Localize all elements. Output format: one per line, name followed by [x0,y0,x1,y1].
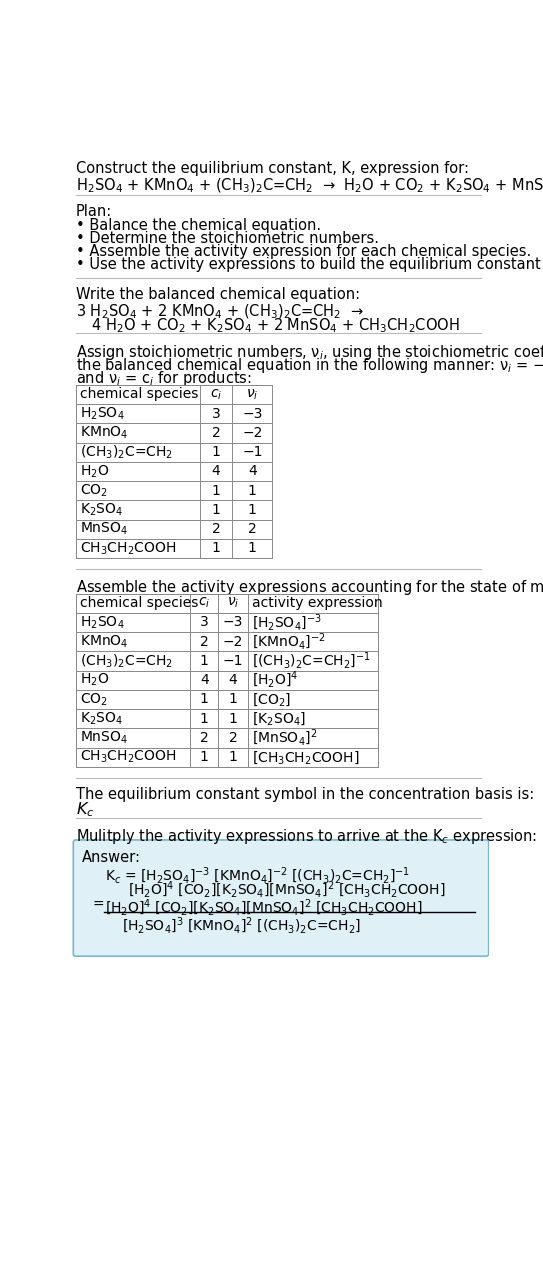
Bar [75,385,273,558]
Text: H$_2$SO$_4$ + KMnO$_4$ + (CH$_3$)$_2$C=CH$_2$  →  H$_2$O + CO$_2$ + K$_2$SO$_4$ : H$_2$SO$_4$ + KMnO$_4$ + (CH$_3$)$_2$C=C… [75,177,543,195]
Text: Write the balanced chemical equation:: Write the balanced chemical equation: [75,287,360,302]
Text: 2: 2 [248,522,257,537]
Text: 1: 1 [200,750,209,764]
Text: 2: 2 [200,731,209,745]
Text: ν$_i$: ν$_i$ [246,388,258,402]
Text: c$_i$: c$_i$ [198,596,211,610]
Text: CO$_2$: CO$_2$ [80,482,108,499]
Text: [K$_2$SO$_4$]: [K$_2$SO$_4$] [252,710,306,727]
Text: [H$_2$O]$^4$ [CO$_2$][K$_2$SO$_4$][MnSO$_4$]$^2$ [CH$_3$CH$_2$COOH]: [H$_2$O]$^4$ [CO$_2$][K$_2$SO$_4$][MnSO$… [105,898,422,918]
Text: chemical species: chemical species [80,596,199,610]
Text: −2: −2 [242,426,262,440]
Text: The equilibrium constant symbol in the concentration basis is:: The equilibrium constant symbol in the c… [75,787,534,802]
Text: KMnO$_4$: KMnO$_4$ [80,634,129,650]
Text: K$_c$ = [H$_2$SO$_4$]$^{-3}$ [KMnO$_4$]$^{-2}$ [(CH$_3$)$_2$C=CH$_2$]$^{-1}$: K$_c$ = [H$_2$SO$_4$]$^{-3}$ [KMnO$_4$]$… [105,865,411,885]
Text: Construct the equilibrium constant, K, expression for:: Construct the equilibrium constant, K, e… [75,160,469,176]
Text: [H$_2$O]$^4$: [H$_2$O]$^4$ [252,669,299,691]
Text: Plan:: Plan: [75,203,112,218]
Text: MnSO$_4$: MnSO$_4$ [80,522,129,538]
Text: 1: 1 [248,484,257,498]
Text: 4: 4 [248,465,257,479]
Text: MnSO$_4$: MnSO$_4$ [80,730,129,746]
Text: K$_2$SO$_4$: K$_2$SO$_4$ [80,711,123,727]
Text: (CH$_3$)$_2$C=CH$_2$: (CH$_3$)$_2$C=CH$_2$ [80,443,173,461]
Text: 3: 3 [212,407,220,421]
Text: 4: 4 [212,465,220,479]
Text: −2: −2 [223,635,243,649]
Text: K$_c$: K$_c$ [75,801,94,820]
Text: ν$_i$: ν$_i$ [226,596,239,610]
Text: • Determine the stoichiometric numbers.: • Determine the stoichiometric numbers. [75,231,378,246]
Text: −1: −1 [223,654,243,668]
Text: H$_2$O: H$_2$O [80,672,110,688]
Text: KMnO$_4$: KMnO$_4$ [80,424,129,441]
Text: H$_2$SO$_4$: H$_2$SO$_4$ [80,405,125,422]
Text: Assign stoichiometric numbers, ν$_i$, using the stoichiometric coefficients, c$_: Assign stoichiometric numbers, ν$_i$, us… [75,342,543,361]
Text: −3: −3 [242,407,262,421]
Text: [CO$_2$]: [CO$_2$] [252,691,292,707]
Text: 1: 1 [211,446,220,460]
Text: [H$_2$SO$_4$]$^{-3}$: [H$_2$SO$_4$]$^{-3}$ [252,613,322,633]
Text: the balanced chemical equation in the following manner: ν$_i$ = −c$_i$ for react: the balanced chemical equation in the fo… [75,356,543,375]
Text: CH$_3$CH$_2$COOH: CH$_3$CH$_2$COOH [80,749,176,765]
Text: 4: 4 [229,673,237,687]
Text: 3: 3 [200,615,209,629]
Text: [H$_2$O]$^4$ [CO$_2$][K$_2$SO$_4$][MnSO$_4$]$^2$ [CH$_3$CH$_2$COOH]: [H$_2$O]$^4$ [CO$_2$][K$_2$SO$_4$][MnSO$… [128,879,446,899]
Text: Assemble the activity expressions accounting for the state of matter and ν$_i$:: Assemble the activity expressions accoun… [75,578,543,597]
Text: [(CH$_3$)$_2$C=CH$_2$]$^{-1}$: [(CH$_3$)$_2$C=CH$_2$]$^{-1}$ [252,650,371,671]
Text: (CH$_3$)$_2$C=CH$_2$: (CH$_3$)$_2$C=CH$_2$ [80,652,173,669]
Bar [75,594,378,767]
Text: 1: 1 [229,692,237,706]
Text: −3: −3 [223,615,243,629]
Text: H$_2$SO$_4$: H$_2$SO$_4$ [80,614,125,630]
Text: CO$_2$: CO$_2$ [80,691,108,707]
Text: activity expression: activity expression [252,596,383,610]
Text: 2: 2 [212,522,220,537]
Text: Mulitply the activity expressions to arrive at the K$_c$ expression:: Mulitply the activity expressions to arr… [75,827,537,846]
Text: [CH$_3$CH$_2$COOH]: [CH$_3$CH$_2$COOH] [252,749,359,765]
Text: • Use the activity expressions to build the equilibrium constant expression.: • Use the activity expressions to build … [75,258,543,272]
Text: 1: 1 [200,711,209,726]
Text: [H$_2$SO$_4$]$^3$ [KMnO$_4$]$^2$ [(CH$_3$)$_2$C=CH$_2$]: [H$_2$SO$_4$]$^3$ [KMnO$_4$]$^2$ [(CH$_3… [122,916,361,936]
FancyBboxPatch shape [73,840,489,956]
Text: CH$_3$CH$_2$COOH: CH$_3$CH$_2$COOH [80,541,176,557]
Text: K$_2$SO$_4$: K$_2$SO$_4$ [80,501,123,518]
Text: 3 H$_2$SO$_4$ + 2 KMnO$_4$ + (CH$_3$)$_2$C=CH$_2$  →: 3 H$_2$SO$_4$ + 2 KMnO$_4$ + (CH$_3$)$_2… [75,302,363,321]
Text: 2: 2 [212,426,220,440]
Text: 4 H$_2$O + CO$_2$ + K$_2$SO$_4$ + 2 MnSO$_4$ + CH$_3$CH$_2$COOH: 4 H$_2$O + CO$_2$ + K$_2$SO$_4$ + 2 MnSO… [82,316,459,335]
Text: 1: 1 [229,711,237,726]
Text: • Assemble the activity expression for each chemical species.: • Assemble the activity expression for e… [75,244,531,259]
Text: 1: 1 [248,503,257,517]
Text: =: = [93,898,104,912]
Text: [MnSO$_4$]$^2$: [MnSO$_4$]$^2$ [252,727,318,748]
Text: 1: 1 [200,654,209,668]
Text: 2: 2 [200,635,209,649]
Text: and ν$_i$ = c$_i$ for products:: and ν$_i$ = c$_i$ for products: [75,369,251,388]
Text: −1: −1 [242,446,263,460]
Text: H$_2$O: H$_2$O [80,464,110,480]
Text: 1: 1 [211,484,220,498]
Text: 4: 4 [200,673,209,687]
Text: [KMnO$_4$]$^{-2}$: [KMnO$_4$]$^{-2}$ [252,632,326,652]
Text: 1: 1 [229,750,237,764]
Text: c$_i$: c$_i$ [210,388,222,402]
Text: 1: 1 [200,692,209,706]
Text: chemical species: chemical species [80,388,199,402]
Text: • Balance the chemical equation.: • Balance the chemical equation. [75,217,321,232]
Text: 1: 1 [248,542,257,556]
Text: 1: 1 [211,503,220,517]
Text: Answer:: Answer: [82,850,141,865]
Text: 1: 1 [211,542,220,556]
Text: 2: 2 [229,731,237,745]
